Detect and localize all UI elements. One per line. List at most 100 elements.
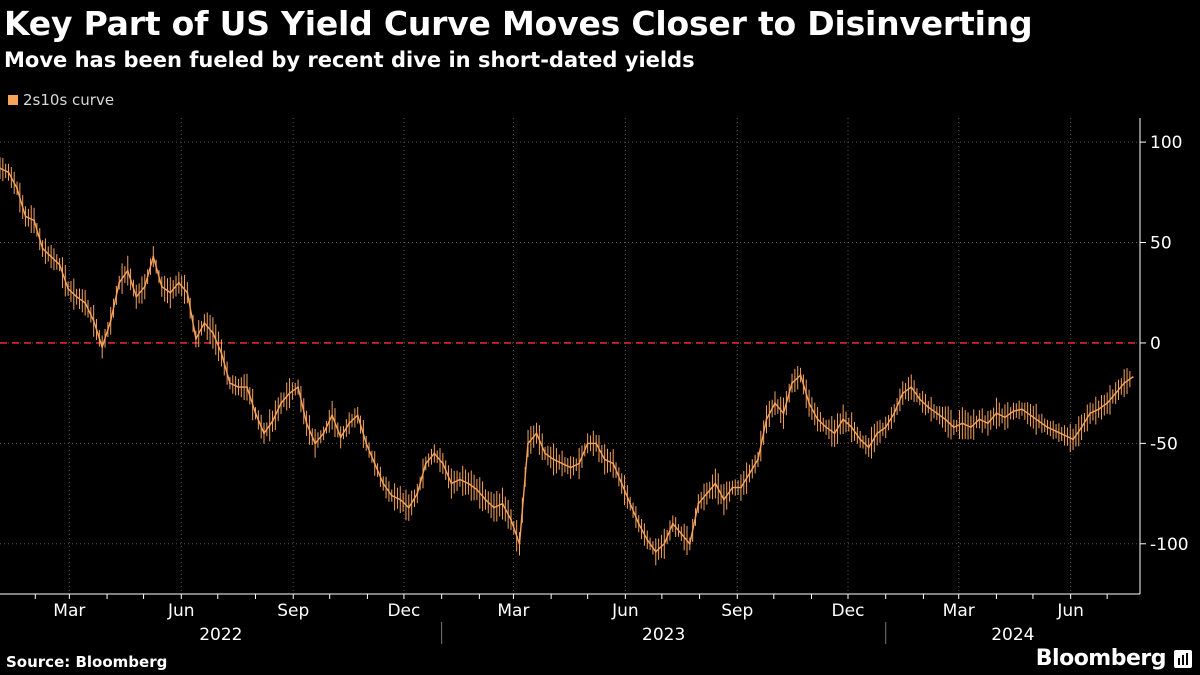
series-point	[1004, 416, 1006, 419]
series-point	[1106, 402, 1109, 405]
series-point	[177, 281, 180, 284]
series-point	[467, 482, 470, 485]
series-point	[263, 432, 265, 435]
series-point	[918, 398, 921, 401]
series-layer	[0, 157, 1134, 566]
series-point	[75, 295, 78, 298]
series-point	[41, 247, 44, 250]
series-point	[339, 436, 342, 439]
bloomberg-terminal-icon	[1174, 650, 1192, 668]
series-point	[220, 352, 223, 354]
series-point	[833, 432, 836, 435]
y-tick-label: 50	[1150, 234, 1172, 254]
series-point	[595, 442, 598, 445]
series-point	[433, 452, 436, 455]
series-point	[246, 386, 248, 389]
x-tick-label: Mar	[53, 601, 85, 621]
x-tick-label: Sep	[277, 601, 309, 621]
series-point	[663, 542, 666, 545]
y-tick-label: 100	[1150, 133, 1182, 153]
series-point	[450, 482, 453, 485]
series-point	[740, 486, 742, 489]
x-tick-label: Dec	[387, 601, 420, 621]
series-point	[458, 478, 461, 481]
series-point	[441, 462, 444, 465]
series-point	[254, 412, 257, 415]
series-point	[995, 412, 998, 415]
series-point	[67, 287, 70, 290]
series-point	[816, 418, 819, 421]
series-point	[569, 466, 572, 469]
x-tick-label: Mar	[497, 601, 529, 621]
x-tick-label: Jun	[167, 601, 195, 621]
series-point	[407, 506, 410, 509]
legend-label: 2s10s curve	[23, 91, 115, 109]
series-point	[552, 458, 555, 461]
series-point	[24, 215, 27, 218]
x-tick-label: Sep	[721, 601, 753, 621]
series-point	[876, 432, 879, 435]
page-subtitle: Move has been fueled by recent dive in s…	[4, 48, 695, 72]
series-point	[637, 522, 640, 525]
series-point	[1055, 430, 1057, 433]
series-point	[510, 518, 512, 521]
series-point	[748, 472, 751, 475]
series-point	[1012, 410, 1015, 413]
x-tick-label: Dec	[832, 601, 865, 621]
series-point	[688, 542, 691, 545]
x-tick-label: Jun	[1056, 601, 1084, 621]
series-point	[126, 269, 129, 272]
series-point	[808, 402, 810, 405]
series-point	[561, 462, 563, 465]
y-tick-label: -100	[1150, 535, 1189, 555]
series-point	[109, 319, 112, 322]
series-point	[237, 386, 240, 389]
brand-logo: Bloomberg	[1035, 646, 1167, 671]
series-point	[842, 418, 845, 421]
series-point	[280, 402, 282, 405]
series-point	[1021, 408, 1023, 411]
series-point	[544, 452, 546, 455]
series-point	[859, 438, 862, 441]
series-point	[271, 420, 274, 423]
series-point	[620, 482, 623, 485]
series-point	[927, 406, 930, 409]
series-point	[961, 422, 964, 425]
series-point	[203, 321, 206, 324]
series-point	[952, 426, 955, 429]
series-line-2s10s	[0, 167, 1134, 553]
series-point	[629, 502, 632, 505]
series-point	[348, 422, 351, 425]
chart-legend: 2s10s curve	[8, 91, 114, 109]
series-point	[697, 502, 700, 505]
series-point	[169, 291, 172, 294]
series-point	[867, 446, 870, 449]
series-point	[731, 486, 734, 489]
series-point	[135, 295, 138, 298]
series-point	[322, 432, 325, 435]
source-note: Source: Bloomberg	[6, 653, 168, 671]
series-point	[58, 263, 61, 266]
series-point	[535, 432, 538, 435]
series-point	[578, 462, 581, 465]
series-point	[101, 346, 104, 348]
series-point	[723, 498, 725, 501]
series-point	[331, 414, 334, 417]
series-point	[680, 532, 683, 535]
series-point	[646, 538, 649, 541]
series-point	[305, 422, 308, 425]
series-point	[774, 402, 776, 405]
series-point	[484, 498, 487, 501]
x-year-label: 2024	[991, 625, 1034, 645]
series-point	[152, 255, 155, 258]
x-tick-label: Mar	[943, 601, 975, 621]
series-point	[493, 506, 495, 509]
series-point	[314, 442, 317, 445]
series-point	[0, 167, 1, 170]
series-point	[297, 386, 299, 389]
series-point	[1038, 420, 1040, 423]
series-point	[782, 412, 785, 415]
series-point	[603, 458, 606, 461]
series-point	[143, 285, 146, 288]
legend-swatch	[8, 95, 18, 105]
